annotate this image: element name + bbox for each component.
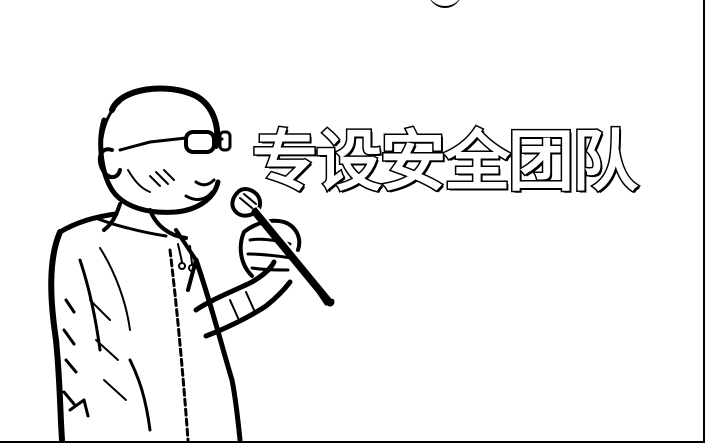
microphone-icon [230,187,335,307]
banner-caption: 专设安全团队 [251,122,640,202]
jacket [48,211,243,443]
top-arc-fragment [428,0,462,8]
speaker-head [97,85,221,215]
eyeglasses [118,130,232,154]
